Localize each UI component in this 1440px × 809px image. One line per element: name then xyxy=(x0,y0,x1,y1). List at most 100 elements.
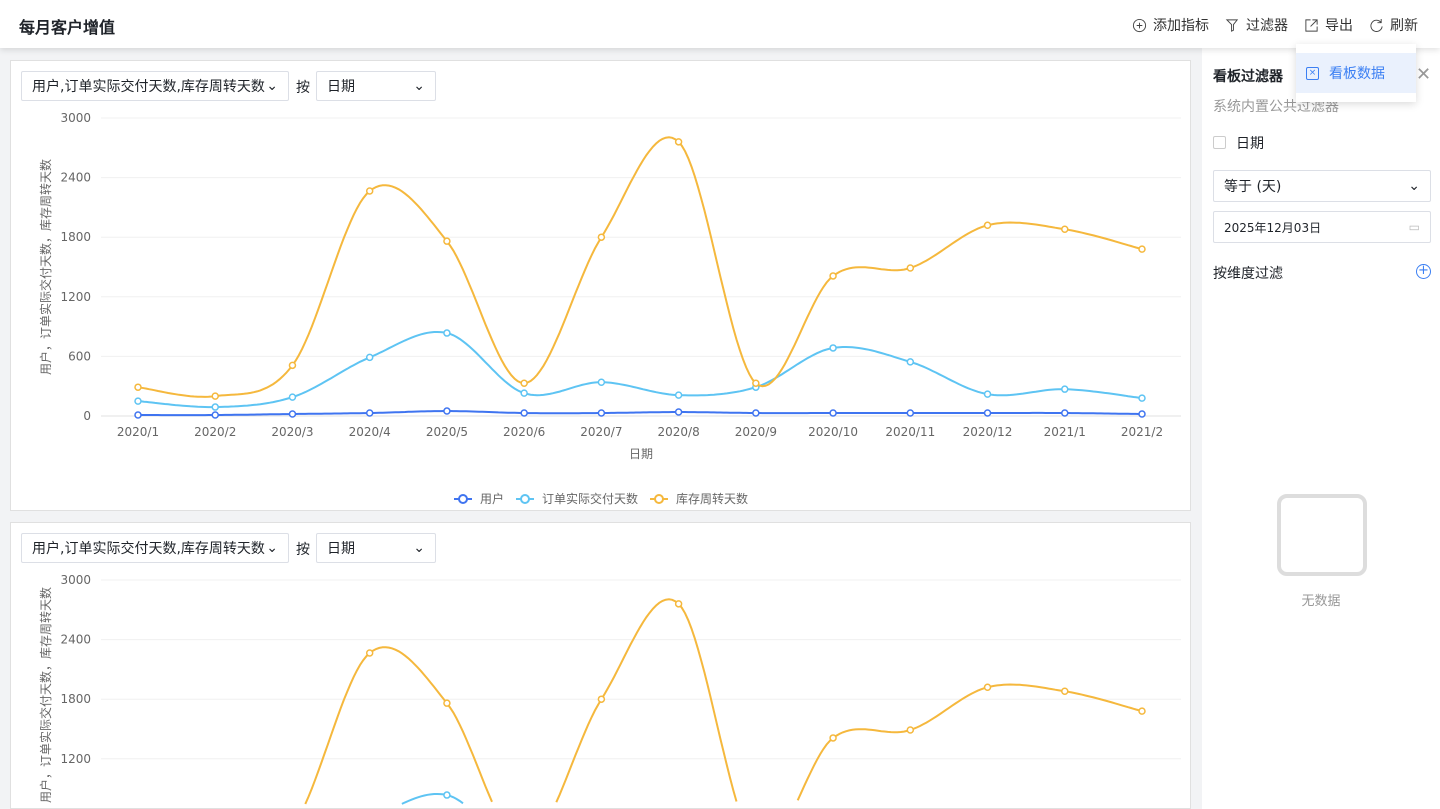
data-point[interactable] xyxy=(365,353,374,362)
data-point[interactable] xyxy=(1138,707,1146,715)
data-point[interactable] xyxy=(443,699,451,707)
excel-icon: × xyxy=(1306,66,1319,80)
data-point[interactable] xyxy=(1061,225,1069,234)
legend-marker xyxy=(458,494,468,504)
data-point[interactable] xyxy=(1138,394,1146,402)
x-tick-label: 2020/9 xyxy=(735,425,777,439)
data-point[interactable] xyxy=(983,683,992,692)
legend-item[interactable]: 订单实际交付天数 xyxy=(516,491,638,506)
data-point[interactable] xyxy=(211,411,219,419)
export-button[interactable]: 导出 xyxy=(1304,15,1353,35)
data-point[interactable] xyxy=(829,272,837,280)
data-point[interactable] xyxy=(752,409,760,417)
x-tick-label: 2021/1 xyxy=(1044,425,1086,439)
line-chart: 1200 1800 2400 3000 用户，订单实际交付天数，库存周转天数 xyxy=(38,573,1181,805)
data-point[interactable] xyxy=(520,389,528,397)
legend-label: 用户 xyxy=(480,491,504,506)
data-point[interactable] xyxy=(365,649,374,657)
data-point[interactable] xyxy=(597,233,606,241)
data-point[interactable] xyxy=(906,726,915,734)
data-point[interactable] xyxy=(829,409,837,417)
chart-panel: 用户,订单实际交付天数,库存周转天数 ⌄ 按 日期 ⌄ 0 600 1200 1800 240… xyxy=(10,60,1191,511)
data-point[interactable] xyxy=(1061,687,1069,696)
page-title: 每月客户增值 xyxy=(19,18,116,37)
data-point[interactable] xyxy=(288,361,297,370)
data-point[interactable] xyxy=(829,344,837,352)
dimension-select[interactable]: 日期 ⌄ xyxy=(316,71,436,101)
empty-text: 无数据 xyxy=(1301,594,1341,609)
data-point[interactable] xyxy=(443,791,451,799)
x-tick-label: 2020/4 xyxy=(349,425,391,439)
add-metric-button[interactable]: 添加指标 xyxy=(1132,15,1209,35)
y-tick-label: 2400 xyxy=(60,633,91,647)
legend-item[interactable]: 用户 xyxy=(454,491,504,506)
data-point[interactable] xyxy=(520,409,528,417)
data-point[interactable] xyxy=(365,187,374,195)
data-point[interactable] xyxy=(288,410,297,418)
data-point[interactable] xyxy=(597,378,606,386)
data-point[interactable] xyxy=(443,329,451,337)
data-point[interactable] xyxy=(597,695,606,703)
series-line xyxy=(137,136,1143,398)
legend-item[interactable]: 库存周转天数 xyxy=(650,491,748,506)
legend-marker xyxy=(654,494,664,504)
data-point[interactable] xyxy=(597,409,606,417)
y-tick-label: 1200 xyxy=(60,752,91,766)
date-checkbox-label: 日期 xyxy=(1236,136,1264,152)
filter-sidebar: 看板过滤器 ✕ 系统内置公共过滤器 日期 等于 (天) ⌄ 2025年12月03日… xyxy=(1202,48,1440,809)
by-label: 按 xyxy=(296,542,310,558)
chevron-down-icon: ⌄ xyxy=(413,78,425,94)
data-point[interactable] xyxy=(134,383,142,391)
operator-select[interactable]: 等于 (天) ⌄ xyxy=(1213,170,1431,202)
data-point[interactable] xyxy=(983,390,992,398)
data-point[interactable] xyxy=(443,407,451,415)
data-point[interactable] xyxy=(1138,245,1146,253)
data-point[interactable] xyxy=(1061,409,1069,417)
dimension-select-value: 日期 xyxy=(327,541,355,557)
data-point[interactable] xyxy=(983,409,992,417)
data-point[interactable] xyxy=(520,379,528,387)
close-icon[interactable]: ✕ xyxy=(1416,64,1432,85)
metric-select[interactable]: 用户,订单实际交付天数,库存周转天数 ⌄ xyxy=(21,71,289,101)
data-point[interactable] xyxy=(443,237,451,245)
x-axis-label: 日期 xyxy=(629,447,653,461)
add-dimension-filter-icon[interactable]: + xyxy=(1416,264,1431,279)
date-input[interactable]: 2025年12月03日 ▭ xyxy=(1213,211,1431,243)
data-point[interactable] xyxy=(1138,410,1146,418)
export-label: 导出 xyxy=(1325,18,1353,34)
y-tick-label: 3000 xyxy=(60,111,91,125)
data-point[interactable] xyxy=(752,379,760,387)
data-point[interactable] xyxy=(906,264,915,272)
data-point[interactable] xyxy=(674,600,683,608)
data-point[interactable] xyxy=(983,221,992,230)
data-point[interactable] xyxy=(211,392,219,400)
metric-select[interactable]: 用户,订单实际交付天数,库存周转天数 ⌄ xyxy=(21,533,289,563)
data-point[interactable] xyxy=(906,409,915,417)
x-tick-label: 2020/12 xyxy=(963,425,1013,439)
sidebar-title: 看板过滤器 xyxy=(1213,69,1283,85)
data-point[interactable] xyxy=(674,138,683,146)
dimension-select[interactable]: 日期 ⌄ xyxy=(316,533,436,563)
data-point[interactable] xyxy=(288,393,297,401)
chevron-down-icon: ⌄ xyxy=(413,540,425,556)
empty-data-icon xyxy=(1277,494,1367,576)
data-point[interactable] xyxy=(674,391,683,399)
data-point[interactable] xyxy=(134,397,142,405)
series-line xyxy=(401,793,464,805)
data-point[interactable] xyxy=(829,734,837,742)
refresh-icon xyxy=(1370,18,1383,32)
export-dropdown: × 看板数据 xyxy=(1296,44,1416,102)
data-point[interactable] xyxy=(906,358,915,366)
data-point[interactable] xyxy=(1061,385,1069,393)
refresh-label: 刷新 xyxy=(1390,18,1418,34)
date-checkbox[interactable] xyxy=(1213,136,1226,149)
filter-button[interactable]: 过滤器 xyxy=(1225,15,1288,35)
refresh-button[interactable]: 刷新 xyxy=(1369,15,1418,35)
dashboard-data-menu-item[interactable]: × 看板数据 xyxy=(1296,53,1416,93)
y-tick-label: 1800 xyxy=(60,230,91,244)
data-point[interactable] xyxy=(211,403,219,411)
data-point[interactable] xyxy=(674,408,683,416)
x-tick-label: 2020/8 xyxy=(658,425,700,439)
data-point[interactable] xyxy=(365,409,374,417)
data-point[interactable] xyxy=(134,411,142,419)
